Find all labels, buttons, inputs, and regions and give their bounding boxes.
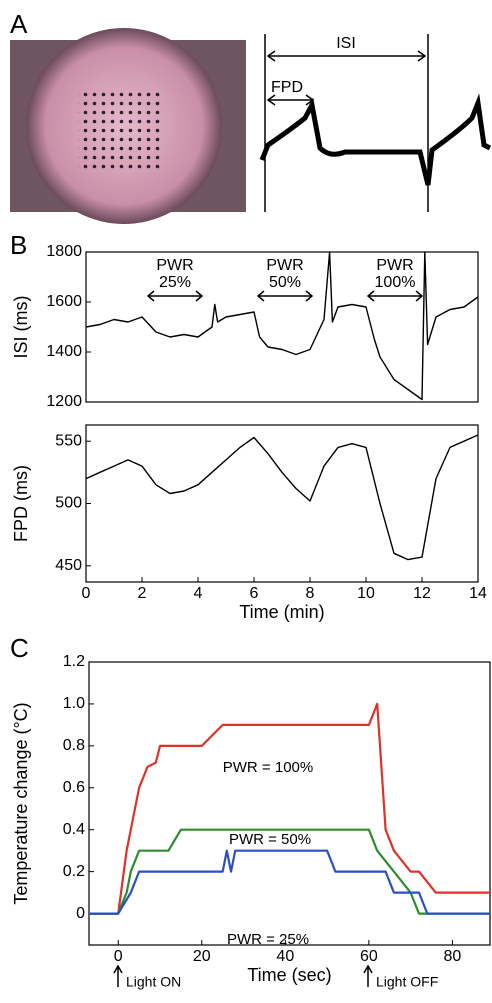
data-line	[89, 849, 490, 915]
micrograph	[10, 28, 246, 224]
series-label: PWR = 100%	[223, 759, 313, 776]
y-tick-label: 0.2	[63, 863, 85, 880]
trace	[259, 34, 492, 212]
x-tick-label: 0	[114, 948, 123, 965]
x-tick-label: 12	[413, 585, 431, 602]
y-tick-label: 0.6	[63, 779, 85, 796]
annotation: PWR	[156, 257, 193, 274]
y-tick-label: 0.8	[63, 737, 85, 754]
annotation: Light OFF	[376, 974, 438, 990]
annotation: 25%	[159, 274, 191, 291]
y-tick-label: 450	[55, 557, 82, 574]
plot-frame	[88, 661, 491, 946]
data-line	[85, 251, 479, 401]
annotation: 50%	[269, 274, 301, 291]
plot-frame	[85, 424, 479, 583]
y-tick-label: 0	[76, 905, 85, 922]
y-tick-label: 1800	[46, 243, 82, 260]
x-tick-label: 60	[360, 948, 378, 965]
y-tick-label: 1600	[46, 293, 82, 310]
x-tick-label: 4	[194, 585, 203, 602]
y-tick-label: 500	[55, 495, 82, 512]
y-axis-title: ISI (ms)	[11, 296, 31, 359]
x-tick-label: 6	[250, 585, 259, 602]
y-axis-title: Temperature change (°C)	[11, 702, 31, 904]
x-tick-label: 80	[444, 948, 462, 965]
annotation: 100%	[375, 274, 416, 291]
power-arrows	[113, 290, 424, 987]
data-line	[85, 434, 479, 561]
x-tick-label: 8	[306, 585, 315, 602]
data-line	[89, 702, 490, 915]
panel-label: A	[10, 9, 28, 39]
x-tick-label: 40	[276, 948, 294, 965]
y-tick-label: 0.4	[63, 821, 85, 838]
x-tick-label: 0	[82, 585, 91, 602]
x-tick-label: 14	[469, 585, 487, 602]
y-axis-title: FPD (ms)	[11, 465, 31, 542]
trace-label: ISI	[336, 35, 356, 52]
x-tick-label: 2	[138, 585, 147, 602]
y-tick-label: 1400	[46, 343, 82, 360]
y-tick-label: 1.2	[63, 653, 85, 670]
x-tick-label: 20	[193, 948, 211, 965]
x-axis-title: Time (sec)	[247, 965, 331, 985]
series-label: PWR = 25%	[227, 931, 309, 948]
series-label: PWR = 50%	[229, 831, 311, 848]
annotation: Light ON	[126, 974, 181, 990]
trace-label: FPD	[271, 79, 303, 96]
annotation: PWR	[376, 257, 413, 274]
y-tick-label: 1200	[46, 393, 82, 410]
y-tick-label: 550	[55, 432, 82, 449]
annotation: PWR	[266, 257, 303, 274]
y-tick-label: 1.0	[63, 695, 85, 712]
x-tick-label: 10	[357, 585, 375, 602]
panel-label: B	[10, 230, 27, 260]
panel-label: C	[10, 633, 29, 663]
x-axis-title: Time (min)	[239, 602, 324, 622]
